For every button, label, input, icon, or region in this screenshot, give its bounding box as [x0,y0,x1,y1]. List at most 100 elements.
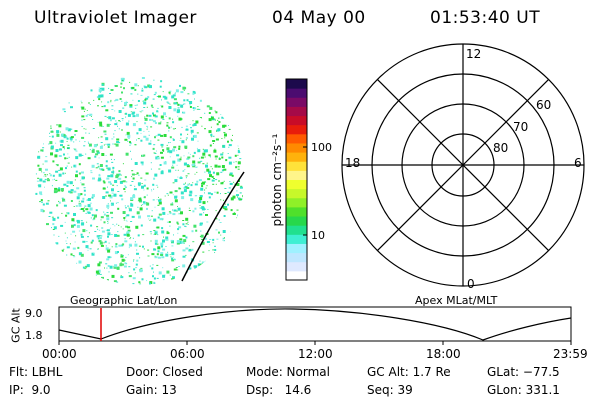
speckle [73,256,76,258]
speckle [150,240,152,242]
speckle [147,215,151,218]
speckle [63,248,65,250]
speckle [188,207,190,209]
speckle [182,264,186,268]
speckle [171,259,175,262]
speckle [55,242,58,245]
speckle [89,202,92,204]
speckle [223,215,226,217]
speckle [172,138,174,140]
speckle [146,106,148,108]
speckle [99,87,102,90]
speckle [229,173,233,176]
speckle [100,235,103,237]
speckle [224,208,228,211]
speckle [230,231,234,235]
speckle [95,153,99,156]
speckle [220,114,222,115]
speckle [163,150,165,152]
speckle [202,251,205,253]
speckle [235,166,238,169]
speckle [112,169,114,171]
speckle [223,180,225,182]
info-gc-alt: GC Alt: 1.7 Re [367,365,451,379]
speckle [145,172,149,175]
speckle [75,174,78,178]
speckle [164,195,166,197]
speckle [124,185,126,187]
speckle [52,223,55,226]
speckle [85,265,88,268]
speckle [173,146,177,149]
speckle [177,228,180,231]
speckle [131,173,135,176]
speckle [118,120,121,122]
speckle [173,108,177,112]
speckle [200,230,202,232]
speckle [107,221,109,222]
speckle [157,111,159,113]
speckle [45,202,49,205]
speckle [100,94,104,98]
speckle [92,148,95,150]
speckle [78,202,81,204]
speckle [143,248,145,250]
speckle [65,167,67,170]
speckle [57,216,60,219]
speckle [194,173,196,175]
speckle [98,240,102,243]
speckle [99,241,103,245]
speckle [138,215,141,219]
speckle [200,187,204,191]
speckle [109,256,112,258]
speckle [237,214,241,217]
speckle [227,140,229,143]
speckle [39,201,41,203]
speckle [172,276,175,280]
speckle [69,136,73,140]
speckle [76,224,80,228]
speckle [78,260,82,264]
speckle [232,213,236,215]
speckle [92,219,95,221]
speckle [107,222,108,224]
speckle [149,85,152,89]
speckle [194,162,196,164]
speckle [75,150,78,152]
speckle [237,149,241,153]
speckle [81,200,85,203]
speckle [61,249,64,252]
speckle [102,180,105,183]
speckle [180,133,182,136]
speckle [156,199,158,201]
speckle [63,200,66,202]
speckle [189,101,193,104]
speckle [95,274,97,276]
speckle [148,131,150,132]
speckle [183,187,187,189]
speckle [129,104,133,108]
speckle [129,144,131,146]
speckle [239,158,242,160]
speckle [110,234,113,235]
speckle [85,128,87,130]
speckle [102,187,106,190]
speckle [80,193,83,196]
speckle [176,210,178,212]
speckle [42,180,46,183]
speckle [73,148,75,150]
speckle [136,249,138,251]
speckle [77,246,80,249]
speckle [148,218,150,220]
speckle [188,152,190,154]
speckle [139,128,141,130]
speckle [151,267,154,270]
speckle [144,117,148,121]
speckle [121,263,124,266]
speckle [162,274,166,278]
speckle [187,156,191,159]
speckle [179,177,183,179]
speckle [159,198,162,200]
speckle [130,237,132,238]
speckle [217,119,219,121]
